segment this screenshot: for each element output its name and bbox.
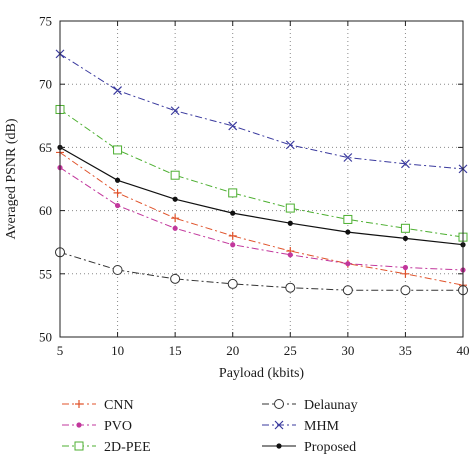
legend-item-2d-pee: 2D-PEE bbox=[62, 440, 151, 455]
data-point-cnn bbox=[401, 269, 410, 278]
data-point-pvo bbox=[287, 252, 293, 258]
data-point-mhm bbox=[113, 86, 122, 95]
series-line-mhm bbox=[59, 53, 464, 170]
series-line-proposed bbox=[59, 146, 464, 246]
data-point-proposed bbox=[287, 220, 293, 226]
series-2d-pee bbox=[55, 104, 468, 242]
x-axis-label: Payload (kbits) bbox=[219, 366, 304, 381]
data-point-delaunay bbox=[170, 273, 181, 284]
data-point-delaunay bbox=[227, 278, 238, 289]
y-tick-label: 60 bbox=[39, 203, 52, 218]
legend-marker bbox=[76, 422, 82, 428]
legend: CNN PVO 2D-PEE Delaunay MHM Proposed bbox=[62, 398, 358, 455]
grid-lines bbox=[60, 21, 463, 337]
x-tick-label: 25 bbox=[284, 343, 297, 358]
series-layer bbox=[55, 49, 468, 296]
data-point-cnn bbox=[228, 231, 237, 240]
x-tick-label: 35 bbox=[399, 343, 412, 358]
data-point-mhm bbox=[285, 140, 295, 150]
data-point-2d-pee bbox=[343, 214, 353, 224]
legend-item-cnn: CNN bbox=[62, 398, 134, 413]
legend-item-proposed: Proposed bbox=[262, 440, 356, 455]
x-tick-label: 40 bbox=[457, 343, 470, 358]
data-point-2d-pee bbox=[285, 203, 295, 213]
data-point-pvo bbox=[345, 261, 351, 267]
legend-label: CNN bbox=[104, 398, 134, 413]
legend-item-mhm: MHM bbox=[262, 419, 340, 434]
legend-label: Delaunay bbox=[304, 398, 358, 413]
legend-marker bbox=[276, 443, 282, 449]
legend-item-delaunay: Delaunay bbox=[262, 398, 358, 413]
data-point-2d-pee bbox=[170, 170, 180, 180]
data-point-pvo bbox=[230, 242, 236, 248]
data-point-mhm bbox=[170, 106, 180, 116]
data-point-pvo bbox=[402, 264, 409, 271]
axis-ticks: 5 10 15 20 25 30 35 40 50 55 60 65 70 75 bbox=[39, 14, 470, 359]
y-axis-label: Averaged PSNR (dB) bbox=[4, 118, 19, 239]
data-point-proposed bbox=[172, 196, 178, 202]
x-tick-label: 5 bbox=[57, 343, 64, 358]
series-line-pvo bbox=[59, 167, 464, 271]
x-tick-label: 10 bbox=[111, 343, 124, 358]
data-point-mhm bbox=[228, 121, 238, 131]
x-tick-label: 15 bbox=[169, 343, 182, 358]
data-point-cnn bbox=[171, 214, 180, 223]
data-point-proposed bbox=[345, 229, 351, 235]
legend-label: 2D-PEE bbox=[104, 440, 151, 455]
legend-marker bbox=[75, 400, 83, 408]
data-point-proposed bbox=[114, 177, 121, 183]
x-tick-label: 30 bbox=[341, 343, 354, 358]
y-tick-label: 70 bbox=[39, 77, 52, 92]
data-point-delaunay bbox=[342, 285, 353, 296]
series-mhm bbox=[55, 49, 468, 174]
data-point-proposed bbox=[230, 210, 236, 216]
legend-item-pvo: PVO bbox=[62, 419, 132, 434]
y-tick-label: 65 bbox=[39, 140, 52, 155]
legend-label: Proposed bbox=[304, 440, 356, 455]
series-pvo bbox=[57, 165, 466, 273]
data-point-mhm bbox=[343, 153, 353, 162]
legend-marker bbox=[74, 441, 84, 451]
legend-marker bbox=[274, 399, 284, 409]
data-point-2d-pee bbox=[113, 145, 123, 155]
series-line-cnn bbox=[59, 152, 464, 286]
data-point-delaunay bbox=[400, 285, 411, 296]
data-point-delaunay bbox=[112, 265, 123, 276]
plot-frame bbox=[59, 20, 464, 338]
y-tick-label: 75 bbox=[39, 14, 52, 29]
data-point-cnn bbox=[113, 188, 122, 197]
legend-marker bbox=[274, 420, 284, 430]
y-tick-label: 50 bbox=[39, 330, 52, 345]
y-tick-label: 55 bbox=[39, 266, 52, 281]
data-point-pvo bbox=[172, 225, 178, 231]
data-point-pvo bbox=[114, 202, 121, 209]
series-line-delaunay bbox=[59, 251, 463, 291]
x-tick-label: 20 bbox=[226, 343, 239, 358]
data-point-2d-pee bbox=[400, 223, 410, 233]
series-line-2d-pee bbox=[59, 109, 464, 238]
data-point-delaunay bbox=[285, 282, 296, 293]
data-point-2d-pee bbox=[228, 188, 238, 198]
data-point-proposed bbox=[402, 235, 409, 242]
data-point-mhm bbox=[401, 159, 410, 169]
legend-label: MHM bbox=[304, 419, 340, 434]
legend-label: PVO bbox=[104, 419, 132, 434]
